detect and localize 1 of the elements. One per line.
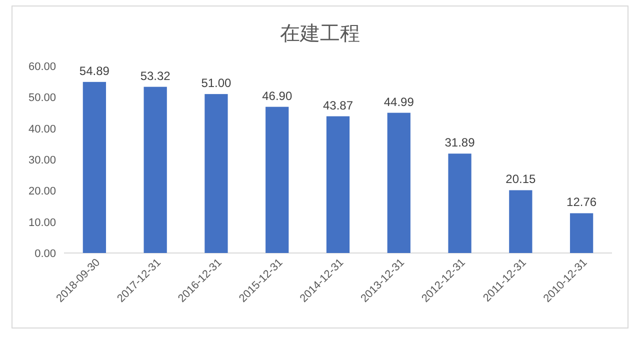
title: 在建工程 bbox=[280, 23, 360, 45]
